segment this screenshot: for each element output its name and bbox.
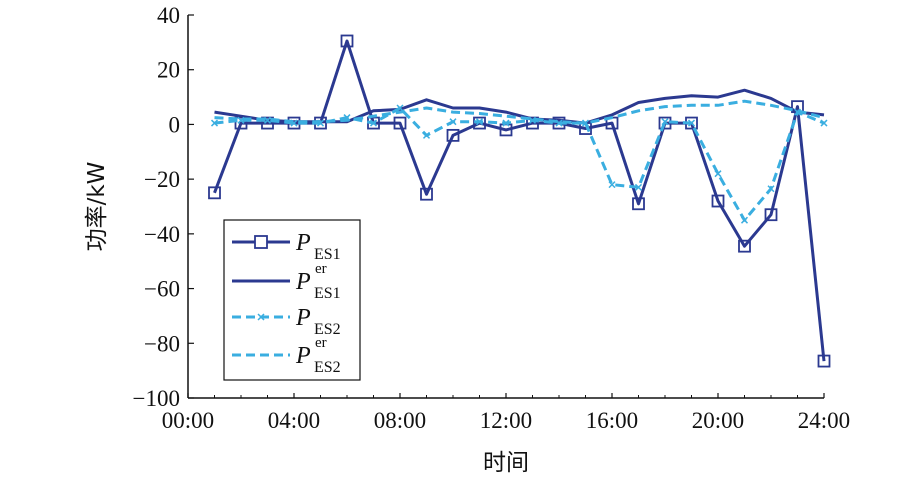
x-tick-label: 20:00: [692, 408, 744, 433]
data-point-x-stroke: [820, 119, 828, 127]
legend-label-main: P: [295, 305, 311, 331]
data-point-square: [420, 187, 433, 201]
data-point-x-stroke: [290, 119, 298, 127]
data-point-x: [528, 116, 537, 124]
y-tick-label: 20: [157, 58, 180, 83]
x-tick-label: 24:00: [798, 408, 850, 433]
data-point-x: [608, 181, 616, 189]
legend-box: [223, 219, 361, 381]
data-point-square: [208, 186, 221, 200]
data-point-x: [422, 131, 431, 139]
y-tick-label: −20: [144, 167, 180, 192]
legend-label-superscript: er: [315, 335, 327, 351]
data-point-square: [393, 116, 407, 130]
y-axis-title: 功率/kW: [84, 162, 110, 252]
data-point-x-stroke: [475, 118, 484, 126]
data-point-square: [738, 239, 751, 253]
data-point-x: [210, 119, 219, 127]
data-point-x-stroke: [740, 216, 749, 224]
data-point-x-stroke: [369, 119, 378, 127]
legend-marker-x: [257, 313, 265, 321]
data-point-x: [714, 170, 722, 178]
y-tick-label: −100: [133, 386, 180, 411]
data-point-x-stroke: [422, 131, 431, 139]
data-point-x: [396, 104, 404, 112]
data-point-square: [473, 116, 486, 130]
data-point-square: [711, 194, 725, 208]
data-point-x-stroke: [555, 119, 563, 127]
data-point-x: [263, 116, 272, 124]
data-point-square: [764, 208, 778, 222]
y-tick-label: −60: [144, 277, 180, 302]
data-point-x-stroke: [767, 185, 775, 193]
data-point-x: [475, 118, 484, 126]
y-tick-label: 0: [169, 112, 181, 137]
data-point-x: [740, 216, 749, 224]
x-tick-label: 08:00: [374, 408, 426, 433]
series-line-2: [214, 88, 825, 125]
x-axis-title: 时间: [483, 450, 529, 476]
data-point-x-stroke: [608, 181, 616, 189]
series-layer: [208, 34, 831, 368]
y-tick-label: −80: [144, 331, 180, 356]
data-point-x-stroke: [528, 116, 537, 124]
data-point-square: [446, 128, 460, 142]
y-tick-label: 40: [157, 3, 180, 28]
data-point-square: [632, 197, 645, 211]
x-axis: 00:00 04:00 08:00 12:00 16:00 20:00 24:00: [162, 393, 850, 433]
data-point-x-stroke: [634, 183, 643, 191]
legend-label-main: P: [295, 343, 311, 369]
data-point-x: [449, 118, 457, 126]
legend-label-main: P: [295, 269, 311, 295]
data-point-x: [820, 119, 828, 127]
series-line-3: [214, 106, 825, 222]
x-tick-label: 04:00: [268, 408, 320, 433]
data-point-x-stroke: [714, 170, 722, 178]
data-point-x-stroke: [687, 119, 696, 127]
legend-label-subscript: ES2: [314, 359, 341, 376]
legend-label-subscript: ES1: [314, 246, 341, 263]
data-point-x: [369, 119, 378, 127]
data-point-x-stroke: [661, 118, 669, 126]
x-tick-label: 12:00: [480, 408, 532, 433]
data-point-square: [261, 116, 274, 130]
data-point-x-stroke: [502, 119, 510, 127]
legend-label-subscript: ES2: [314, 321, 341, 338]
data-point-x-stroke: [210, 119, 219, 127]
data-point-x: [634, 183, 643, 191]
y-axis: 40 20 0 −20 −40 −60 −80 −100: [133, 3, 194, 411]
x-tick-label: 00:00: [162, 408, 214, 433]
data-point-x: [687, 119, 696, 127]
legend-label-superscript: er: [315, 261, 327, 277]
data-point-x: [502, 119, 510, 127]
series-line-4: [214, 99, 825, 125]
legend-label-subscript: ES1: [314, 285, 341, 302]
data-point-x: [661, 118, 669, 126]
data-point-square: [817, 354, 831, 368]
y-tick-label: −40: [144, 222, 180, 247]
data-point-x: [767, 185, 775, 193]
legend-marker-square: [254, 235, 268, 249]
data-point-x-stroke: [263, 116, 272, 124]
legend-label-main: P: [295, 230, 311, 256]
data-point-x-stroke: [396, 104, 404, 112]
x-tick-label: 16:00: [586, 408, 638, 433]
data-point-square: [340, 34, 354, 48]
data-point-x-stroke: [449, 118, 457, 126]
